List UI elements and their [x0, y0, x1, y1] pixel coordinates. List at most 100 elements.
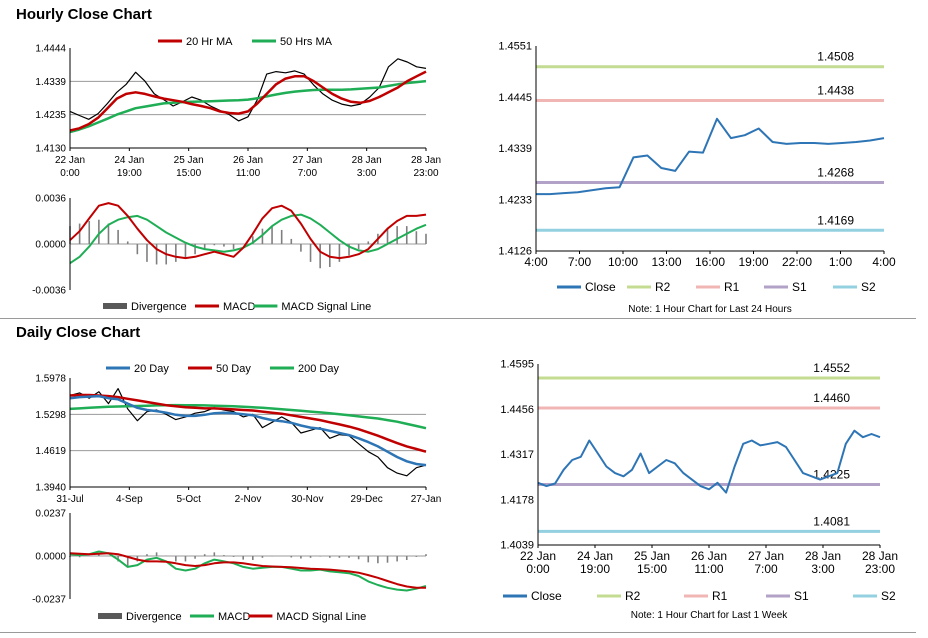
hourly-levels-level-r1-label: 1.4438: [817, 84, 854, 98]
hourly-price-xtick-label: 27 Jan: [292, 155, 322, 166]
hourly-levels-level-s2-label: 1.4169: [817, 213, 854, 227]
daily-macd-legend-swatch: [98, 613, 122, 619]
daily-price-ytick-label: 1.3940: [35, 483, 66, 494]
daily-price-xtick-label: 27-Jan: [411, 494, 442, 505]
hourly-macd-ytick-label: 0.0000: [35, 240, 66, 251]
daily-levels-legend-label: S1: [794, 589, 809, 603]
hourly-price-xtick-label: 15:00: [176, 168, 201, 179]
hourly-price-xtick-label: 0:00: [60, 168, 80, 179]
hourly-levels-xtick-label: 4:00: [524, 255, 548, 269]
hourly-ma50-series: [69, 79, 427, 134]
hourly-price-legend-label: 50 Hrs MA: [280, 36, 333, 48]
hourly-levels-xtick-label: 4:00: [872, 255, 896, 269]
bottom-divider: [0, 632, 916, 633]
daily-levels-xtick-label: 26 Jan: [691, 549, 727, 563]
hourly-levels-close-series: [536, 117, 885, 196]
hourly-levels-legend-label: R2: [655, 280, 671, 294]
daily-macd-signal-series: [69, 552, 426, 589]
daily-levels-close-series: [537, 429, 881, 494]
hourly-levels-legend-label: S1: [792, 280, 807, 294]
hourly-levels-ytick-label: 1.4339: [498, 143, 532, 155]
hourly-levels-xtick-label: 16:00: [695, 255, 725, 269]
hourly-price-ytick-label: 1.4130: [35, 144, 66, 155]
daily-levels-ytick-label: 1.4039: [500, 540, 534, 552]
hourly-price-xtick-label: 26 Jan: [233, 155, 263, 166]
daily-levels-xtick-label: 0:00: [526, 562, 550, 576]
hourly-macd-ytick-label: 0.0036: [35, 194, 66, 205]
daily-levels-legend-label: Close: [531, 589, 562, 603]
daily-macd-ytick-label: 0.0237: [35, 509, 66, 520]
daily-levels-xtick-label: 15:00: [637, 562, 667, 576]
hourly-levels-legend-label: S2: [861, 280, 876, 294]
hourly-price-xtick-label: 23:00: [413, 168, 438, 179]
daily-levels-xtick-label: 28 Jan: [862, 549, 898, 563]
daily-macd-ytick-label: -0.0237: [32, 595, 66, 606]
daily-macd-ytick-label: 0.0000: [35, 552, 66, 563]
hourly-section-title: Hourly Close Chart: [16, 6, 152, 23]
daily-levels-xtick-label: 28 Jan: [805, 549, 841, 563]
hourly-levels-xtick-label: 7:00: [568, 255, 592, 269]
daily-levels-legend-label: R2: [625, 589, 641, 603]
hourly-ma20-series: [69, 70, 427, 132]
daily-levels-xtick-label: 24 Jan: [577, 549, 613, 563]
daily-levels-level-r1-label: 1.4460: [813, 391, 850, 405]
daily-ma20-series: [69, 394, 427, 467]
daily-macd-series: [69, 550, 427, 592]
hourly-levels-xtick-label: 22:00: [782, 255, 812, 269]
daily-macd-legend-label: MACD Signal Line: [276, 611, 366, 623]
hourly-macd-signal-series: [69, 213, 427, 265]
daily-macd-legend-label: MACD: [218, 611, 250, 623]
hourly-price-xtick-label: 19:00: [117, 168, 142, 179]
daily-section-title: Daily Close Chart: [16, 324, 141, 341]
daily-price-legend-label: 50 Day: [216, 363, 251, 375]
hourly-levels-xtick-label: 10:00: [608, 255, 638, 269]
daily-levels-ytick-label: 1.4178: [500, 494, 534, 506]
hourly-price-xtick-label: 3:00: [357, 168, 377, 179]
daily-price-xtick-label: 2-Nov: [235, 494, 262, 505]
daily-price-ytick-label: 1.5298: [35, 410, 66, 421]
hourly-levels-ytick-label: 1.4233: [498, 194, 532, 206]
daily-levels-legend-label: S2: [881, 589, 896, 603]
hourly-price-ytick-label: 1.4339: [35, 77, 66, 88]
daily-levels-note: Note: 1 Hour Chart for Last 1 Week: [631, 610, 789, 621]
daily-levels-xtick-label: 27 Jan: [748, 549, 784, 563]
hourly-levels-ytick-label: 1.4551: [498, 41, 532, 53]
daily-price-legend-label: 200 Day: [298, 363, 339, 375]
hourly-levels-level-r2-label: 1.4508: [817, 50, 854, 64]
daily-price-xtick-label: 4-Sep: [116, 494, 143, 505]
hourly-levels-xtick-label: 19:00: [738, 255, 768, 269]
hourly-price-xtick-label: 7:00: [298, 168, 318, 179]
daily-ma200-series: [69, 403, 427, 430]
hourly-price-xtick-label: 28 Jan: [411, 155, 441, 166]
hourly-price-xtick-label: 24 Jan: [114, 155, 144, 166]
daily-levels-xtick-label: 11:00: [694, 562, 723, 576]
hourly-macd-legend-label: MACD: [223, 301, 255, 313]
hourly-price-xtick-label: 11:00: [236, 168, 261, 179]
daily-levels-xtick-label: 22 Jan: [520, 549, 556, 563]
daily-levels-legend-label: R1: [712, 589, 728, 603]
daily-price-xtick-label: 31-Jul: [56, 494, 83, 505]
hourly-price-xtick-label: 22 Jan: [55, 155, 85, 166]
hourly-price-ytick-label: 1.4444: [35, 44, 66, 55]
hourly-levels-ytick-label: 1.4126: [498, 246, 532, 258]
daily-price-legend-label: 20 Day: [134, 363, 169, 375]
daily-levels-xtick-label: 19:00: [580, 562, 610, 576]
hourly-macd-series: [69, 202, 427, 260]
hourly-price-xtick-label: 25 Jan: [174, 155, 204, 166]
hourly-levels-legend-label: Close: [585, 280, 616, 294]
hourly-price-ytick-label: 1.4235: [35, 110, 66, 121]
hourly-macd-legend-label: MACD Signal Line: [281, 301, 371, 313]
daily-levels-xtick-label: 7:00: [754, 562, 778, 576]
hourly-levels-legend-label: R1: [724, 280, 740, 294]
daily-price-xtick-label: 29-Dec: [351, 494, 383, 505]
daily-levels-level-r2-label: 1.4552: [813, 361, 850, 375]
daily-price-ytick-label: 1.5978: [35, 374, 66, 385]
daily-price-ytick-label: 1.4619: [35, 446, 66, 457]
daily-levels-ytick-label: 1.4595: [500, 359, 534, 371]
daily-levels-ytick-label: 1.4456: [500, 404, 534, 416]
hourly-macd-ytick-label: -0.0036: [32, 286, 66, 297]
daily-macd-legend-label: Divergence: [126, 611, 182, 623]
daily-ma50-series: [69, 393, 427, 453]
hourly-levels-note: Note: 1 Hour Chart for Last 24 Hours: [628, 304, 791, 315]
